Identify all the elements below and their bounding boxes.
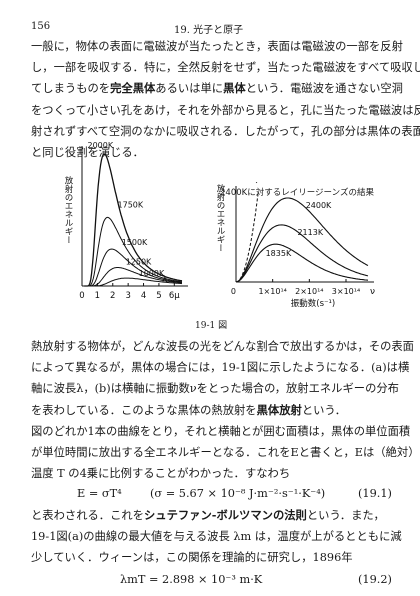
- paragraph-2: 熱放射する物体が，どんな波長の光をどんな割合で放出するかは，その表面 によって異な…: [31, 336, 414, 421]
- series-label: 2400K: [306, 201, 332, 210]
- text-line: によって異なるが，黒体の場合には，19-1図に示したようになる．(a)は横: [31, 361, 410, 375]
- text-line: と同じ役割を演じる．: [31, 146, 144, 160]
- series-label: 1750K: [118, 200, 144, 209]
- text-line: し，一部を吸収する．特に，全然反射をせず，当たった電磁波をすべて吸収し: [31, 61, 420, 75]
- text-line: 少していく．ウィーンは，この関係を理論的に研究し，1896年: [31, 551, 353, 565]
- series-label: 2000K: [88, 141, 114, 150]
- paragraph-4: と表わされる．これをシュテファン-ボルツマンの法則という．また， 19-1図(a)…: [31, 505, 402, 569]
- series-label: 1000K: [139, 269, 165, 278]
- rayleigh-jeans-line: [235, 194, 259, 283]
- series-label: 1835K: [266, 249, 292, 258]
- paragraph-1: 一般に，物体の表面に電磁波が当たったとき，表面は電磁波の一部を反射し，一部を吸収…: [31, 36, 420, 163]
- series-line: [84, 277, 183, 287]
- x-tick-label: 3×10¹⁴: [332, 287, 360, 296]
- series-line: [235, 197, 369, 283]
- x-tick-label: 4: [141, 291, 146, 301]
- y-axis-label: 放射のエネルギー: [63, 175, 73, 244]
- series-line: [235, 243, 369, 283]
- equation-2-number: (19.2): [358, 573, 392, 586]
- x-axis-symbol: ν: [370, 287, 375, 297]
- text-line: 図のどれか1本の曲線をとり，それと横軸とが囲む面積は，黒体の単位面積: [31, 425, 411, 438]
- text-line: てしまうものを完全黒体あるいは単に黒体という．電磁波を通さない空洞: [31, 81, 403, 96]
- x-tick-label: 2×10¹⁴: [295, 287, 323, 296]
- text-line: 射されずすべて空洞のなかに吸収される．したがって，孔の部分は黒体の表面: [31, 124, 420, 138]
- series-line: [235, 224, 369, 283]
- series-line: [84, 248, 183, 287]
- x-tick-label: 5: [156, 291, 161, 301]
- text-line: が単位時間に放出する全エネルギーとなる．これをEと書くと，Eは（絶対）: [31, 446, 420, 460]
- equation-1-lhs: E = σT⁴: [77, 487, 122, 500]
- series-line: [84, 267, 183, 287]
- text-line: 19-1図(a)の曲線の最大値を与える波長 λm は，温度が上がるとともに減: [31, 530, 402, 544]
- x-tick-label: 1×10¹⁴: [258, 287, 286, 296]
- figure-caption: 19-1 図: [195, 321, 228, 331]
- x-tick-label: 6μ: [169, 291, 180, 301]
- x-tick-label: 0: [79, 291, 84, 301]
- series-label: 2113K: [297, 228, 323, 237]
- series-label: 1250K: [126, 258, 152, 267]
- text-line: を表わしている．このような黒体の熱放射を黒体放射という．: [31, 402, 347, 417]
- series-line: [84, 153, 183, 287]
- annotation-pointer: [255, 182, 258, 184]
- equation-1-number: (19.1): [358, 487, 392, 500]
- series-label: 1500K: [122, 238, 148, 247]
- text-line: と表わされる．これをシュテファン-ボルツマンの法則という．また，: [31, 508, 385, 522]
- x-tick-label: 0: [231, 287, 236, 296]
- series-line: [84, 216, 183, 287]
- paragraph-3: 図のどれか1本の曲線をとり，それと横軸とが囲む面積は，黒体の単位面積 が単位時間に…: [31, 421, 420, 485]
- x-tick-label: 3: [125, 291, 130, 301]
- chapter-title: 19. 光子と原子: [174, 25, 244, 36]
- text-line: 一般に，物体の表面に電磁波が当たったとき，表面は電磁波の一部を反射: [31, 40, 403, 53]
- x-tick-label: 2: [110, 291, 115, 301]
- x-tick-label: 1: [95, 291, 100, 301]
- equation-2-lhs: λmT = 2.898 × 10⁻³ m·K: [120, 573, 263, 586]
- y-axis-label: 放射のエネルギー: [215, 183, 225, 252]
- chart-b: 放射のエネルギー 0 1×10¹⁴ 2×10¹⁴ 3×10¹⁴ ν 振動数(s⁻¹) 2400…: [215, 182, 375, 309]
- equation-1-rhs: (σ = 5.67 × 10⁻⁸ J·m⁻²·s⁻¹·K⁻⁴): [150, 487, 326, 500]
- text-line: 軸に波長λ，(b)は横軸に振動数νをとった場合の，放射エネルギーの分布: [31, 382, 399, 396]
- x-axis-label: 振動数(s⁻¹): [291, 298, 335, 309]
- text-line: 熱放射する物体が，どんな波長の光をどんな割合で放出するかは，その表面: [31, 340, 414, 353]
- text-line: をつくって小さい孔をあけ，それを外部から見ると，孔に当たった電磁波は反: [31, 103, 420, 117]
- page-number: 156: [31, 21, 51, 32]
- text-line: 温度 T の4乗に比例することがわかった．すなわち: [31, 467, 291, 481]
